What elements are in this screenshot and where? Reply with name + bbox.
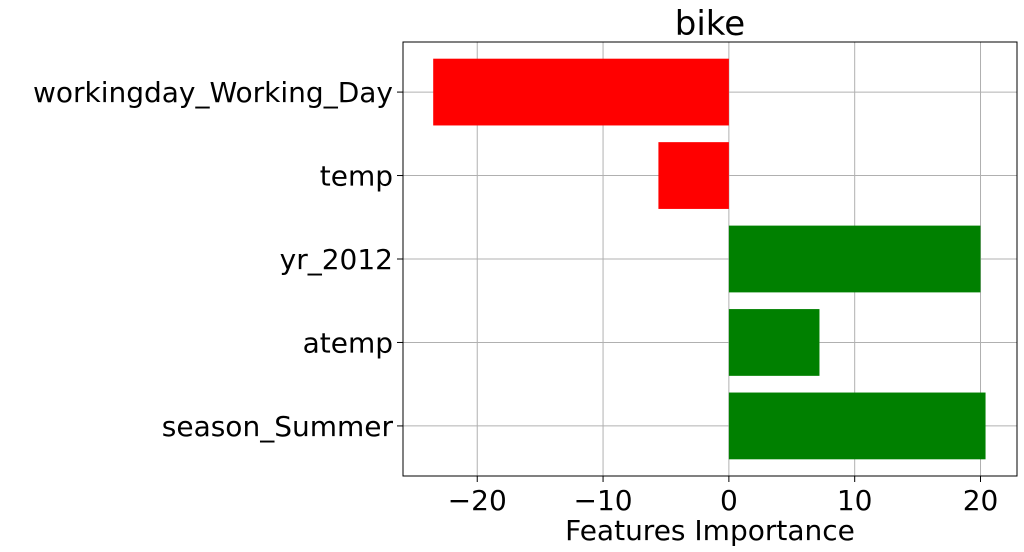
- x-tick-label: −20: [448, 484, 507, 517]
- category-label: workingday_Working_Day: [33, 76, 393, 109]
- bar-temp: [658, 142, 729, 209]
- chart-title: bike: [675, 4, 745, 44]
- x-tick-label: −10: [574, 484, 633, 517]
- ticks-layer: −20 −10 0 10 20: [397, 91, 999, 517]
- x-tick-label: 20: [963, 484, 999, 517]
- x-tick-label: 10: [837, 484, 873, 517]
- bar-workingday-working-day: [433, 58, 729, 126]
- bar-season-summer: [728, 392, 986, 460]
- x-axis-label: Features Importance: [565, 514, 855, 547]
- category-label: yr_2012: [280, 243, 393, 276]
- category-label: atemp: [303, 326, 393, 359]
- bar-atemp: [728, 309, 820, 376]
- category-label: temp: [320, 160, 393, 193]
- bar-yr-2012: [728, 225, 981, 293]
- x-tick-label: 0: [720, 484, 738, 517]
- bars-layer: [433, 58, 986, 460]
- category-label: season_Summer: [162, 410, 394, 443]
